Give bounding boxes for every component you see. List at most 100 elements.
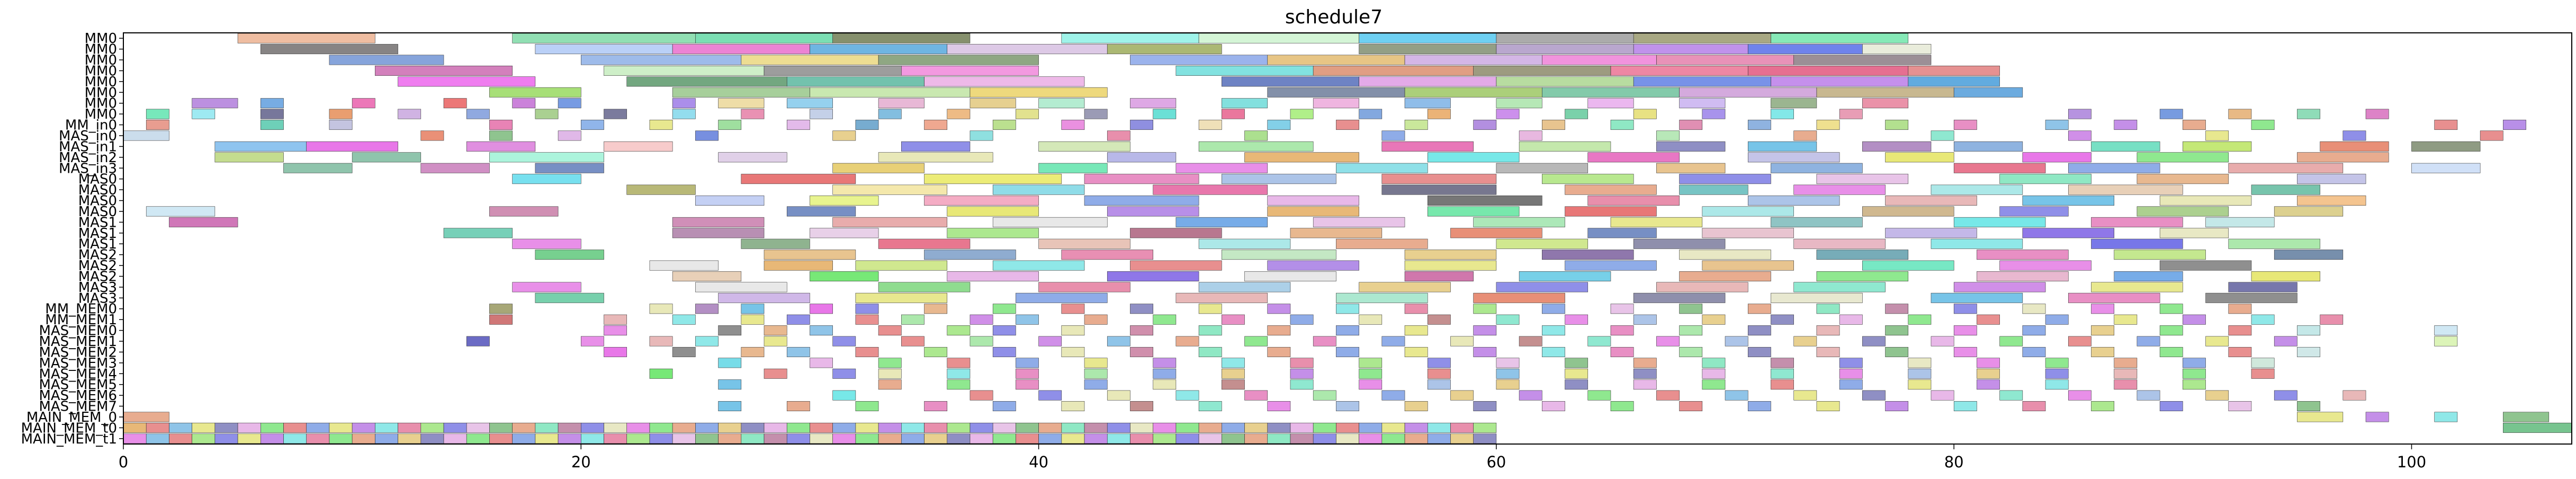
task-bar [535,422,559,433]
task-bar [1679,98,1726,109]
x-tick-label: 80 [1944,453,1964,471]
task-bar [466,422,490,433]
task-bar [1839,379,1863,390]
task-bar [1587,98,1634,109]
task-bar [1587,196,1680,206]
task-bar [741,304,765,314]
y-tick-label: MAS0 [78,172,117,188]
task-bar [1084,174,1199,184]
task-bar [1107,271,1199,281]
task-bar [2091,141,2160,152]
task-bar [1816,347,1840,357]
task-bar [1977,314,2000,325]
task-bar [1130,401,1153,412]
task-bar [1793,238,1886,249]
task-bar [1313,422,1336,433]
task-bar [1679,271,1771,281]
task-bar [306,422,330,433]
task-bar [512,238,581,249]
task-bar [1267,206,1359,217]
task-bar [2068,163,2160,173]
task-bar [329,433,353,444]
task-bar [1313,390,1336,401]
x-tick-label: 0 [119,453,128,471]
task-bar [1061,304,1085,314]
task-bar [558,433,581,444]
task-bar [1381,390,1405,401]
task-bar [2114,271,2183,281]
task-bar [1198,325,1222,336]
task-bar [1175,422,1199,433]
task-bar [2068,292,2160,303]
task-bar [695,33,833,43]
task-bar [1267,55,1405,65]
task-bar [1427,358,1451,368]
task-bar [741,174,856,184]
task-bar [1084,379,1108,390]
task-bar [924,304,948,314]
task-bar [718,379,742,390]
task-bar [1107,152,1177,163]
task-bar [1473,401,1497,412]
task-bar [580,336,604,347]
task-bar [1977,358,2000,368]
task-bar [1747,196,1840,206]
task-bar [1130,98,1177,109]
task-bar [901,65,1039,76]
task-bar [2091,217,2183,227]
task-bar [1565,368,1588,379]
task-bar [1610,304,1634,314]
task-bar [2205,390,2229,401]
task-bar [146,120,169,130]
task-bar [718,422,742,433]
task-bar [924,347,948,357]
task-bar [604,141,673,152]
y-tick-label: MAS_MEM2 [39,344,117,360]
task-bar [695,422,719,433]
y-tick-label: MM0 [85,96,117,112]
task-bar [1953,217,2046,227]
task-bar [1977,250,2069,260]
task-bar [810,87,971,97]
task-bar [1061,347,1085,357]
task-bar [1702,260,1794,271]
task-bar [192,98,238,109]
task-bar [832,368,856,379]
task-bar [1130,260,1222,271]
task-bar [398,109,421,119]
task-bar [1404,87,1542,97]
task-bar [1038,422,1062,433]
y-tick-label: MAS2 [78,258,117,274]
task-bar [1222,250,1336,260]
task-bar [1130,120,1153,130]
task-bar [1016,292,1108,303]
task-bar [260,433,284,444]
task-bar [604,347,627,357]
task-bar [1244,130,1268,141]
task-bar [855,433,879,444]
task-bar [1336,238,1428,249]
task-bar [1542,250,1634,260]
task-bar [1862,260,1954,271]
task-bar [741,347,765,357]
task-bar [1038,282,1130,292]
task-bar [2045,314,2069,325]
task-bar [1222,314,1245,325]
task-bar [2068,390,2092,401]
task-bar [2159,347,2183,357]
task-bar [2091,347,2115,357]
task-bar [1656,336,1680,347]
task-bar [146,433,169,444]
task-bar [1107,130,1130,141]
task-bar [992,325,1016,336]
task-bar [1427,109,1451,119]
task-bar [1702,109,1726,119]
task-bar [901,314,925,325]
task-bar [2114,120,2138,130]
task-bar [2434,412,2458,422]
task-bar [2297,196,2366,206]
task-bar [1953,120,1977,130]
task-bar [1084,422,1108,433]
task-bar [1885,196,1977,206]
